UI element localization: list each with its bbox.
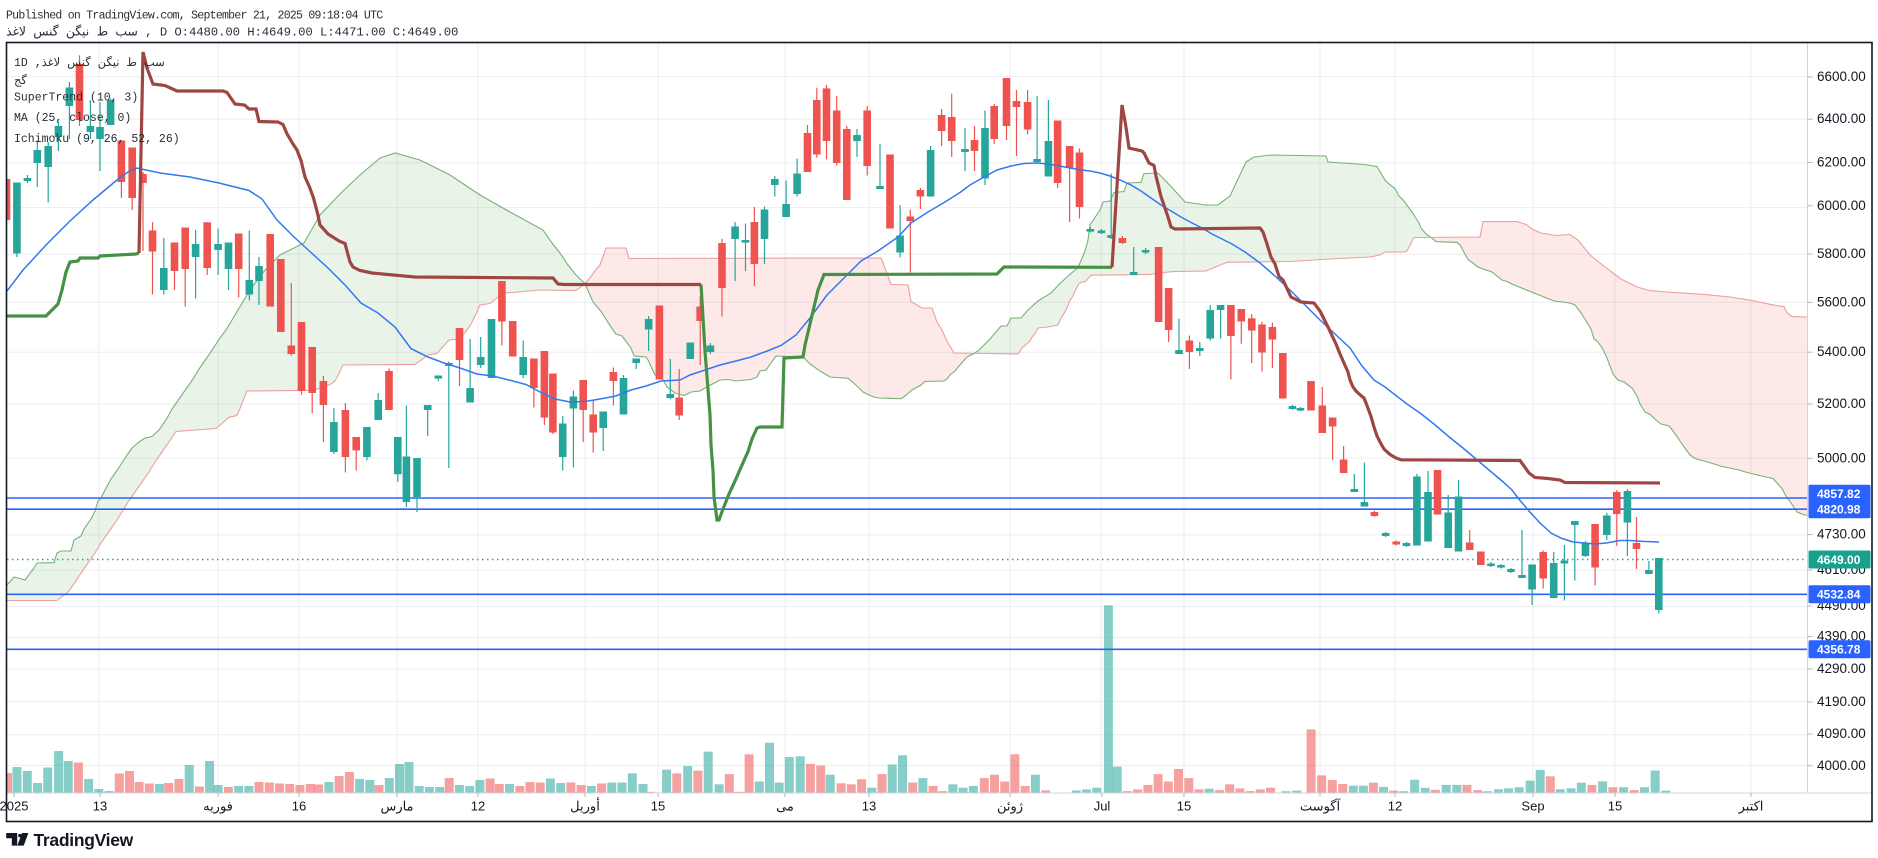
svg-text:5800.00: 5800.00 — [1817, 246, 1866, 261]
svg-text:Published on TradingView.com,: Published on TradingView.com, September … — [6, 10, 383, 23]
svg-text:أوريل: أوريل — [570, 798, 600, 815]
svg-text:6000.00: 6000.00 — [1817, 198, 1866, 213]
svg-text:ژوئن: ژوئن — [997, 799, 1023, 815]
svg-text:سب ط نيگن گنس لاغذ , D O:4480.: سب ط نيگن گنس لاغذ , D O:4480.00 H:4649.… — [6, 25, 458, 40]
svg-text:MA (25, close, 0): MA (25, close, 0) — [14, 112, 131, 125]
svg-text:12: 12 — [471, 799, 485, 814]
svg-text:13: 13 — [93, 799, 107, 814]
svg-text:15: 15 — [1608, 799, 1622, 814]
svg-text:آگوست: آگوست — [1300, 798, 1342, 815]
svg-text:16: 16 — [292, 799, 306, 814]
svg-text:4532.84: 4532.84 — [1817, 588, 1861, 602]
svg-text:4090.00: 4090.00 — [1817, 726, 1866, 741]
svg-text:4356.78: 4356.78 — [1817, 643, 1861, 657]
svg-text:فوريه: فوريه — [203, 799, 233, 815]
svg-text:4820.98: 4820.98 — [1817, 503, 1861, 517]
svg-text:4857.82: 4857.82 — [1817, 487, 1861, 501]
svg-text:SuperTrend (10, 3): SuperTrend (10, 3) — [14, 92, 138, 105]
svg-text:6200.00: 6200.00 — [1817, 154, 1866, 169]
svg-text:1D ,‪‬سب ط نيگن گنس لاغذ: 1D ,‪‬سب ط نيگن گنس لاغذ — [14, 55, 165, 70]
svg-text:6600.00: 6600.00 — [1817, 69, 1866, 84]
svg-text:13: 13 — [862, 799, 876, 814]
svg-text:2025: 2025 — [0, 799, 28, 814]
svg-text:گج: گج — [14, 73, 27, 88]
svg-text:Ichimoku (9, 26, 52, 26): Ichimoku (9, 26, 52, 26) — [14, 133, 180, 146]
svg-text:Sep: Sep — [1521, 799, 1544, 814]
svg-text:6400.00: 6400.00 — [1817, 111, 1866, 126]
svg-text:5200.00: 5200.00 — [1817, 396, 1866, 411]
svg-text:15: 15 — [651, 799, 665, 814]
svg-text:4649.00: 4649.00 — [1817, 553, 1861, 567]
svg-text:مارس: مارس — [380, 799, 413, 815]
svg-text:4290.00: 4290.00 — [1817, 661, 1866, 676]
svg-text:12: 12 — [1388, 799, 1402, 814]
svg-text:TradingView: TradingView — [34, 830, 134, 850]
svg-text:4000.00: 4000.00 — [1817, 758, 1866, 773]
svg-text:5400.00: 5400.00 — [1817, 344, 1866, 359]
svg-text:5600.00: 5600.00 — [1817, 294, 1866, 309]
svg-text:15: 15 — [1177, 799, 1191, 814]
svg-text:4390.00: 4390.00 — [1817, 629, 1866, 644]
svg-text:می: می — [776, 799, 794, 814]
svg-text:4730.00: 4730.00 — [1817, 527, 1866, 542]
svg-text:5000.00: 5000.00 — [1817, 450, 1866, 465]
svg-text:اکتبر: اکتبر — [1738, 799, 1764, 815]
svg-text:Jul: Jul — [1094, 799, 1111, 814]
svg-text:4190.00: 4190.00 — [1817, 694, 1866, 709]
